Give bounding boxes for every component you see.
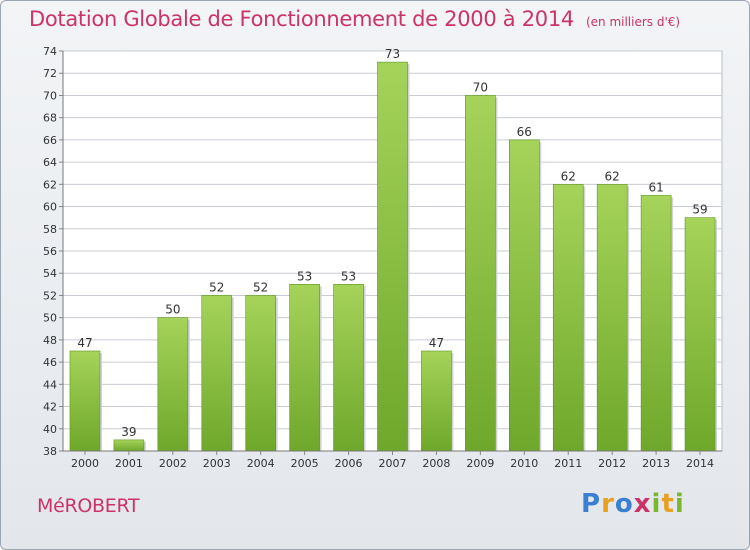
x-tick-label: 2006 (335, 457, 363, 470)
bar-value-label: 53 (341, 269, 356, 283)
bar-value-label: 61 (648, 180, 663, 194)
bar (201, 295, 233, 452)
bar (465, 95, 496, 452)
y-tick-label: 66 (43, 134, 57, 147)
bar (508, 139, 540, 452)
bar-value-label: 47 (429, 336, 444, 350)
x-tick-label: 2008 (422, 457, 450, 470)
x-tick-label: 2014 (686, 457, 714, 470)
x-tick-label: 2001 (115, 457, 143, 470)
bar (552, 184, 584, 452)
x-tick-label: 2011 (554, 457, 582, 470)
logo-letter: i (651, 489, 662, 519)
y-tick-label: 64 (43, 156, 57, 169)
bar-value-label: 70 (473, 80, 488, 94)
logo-letter: r (601, 489, 615, 519)
commune-name: MéROBERT (37, 495, 140, 517)
y-tick-label: 62 (43, 178, 57, 191)
bar-value-label: 39 (121, 425, 136, 439)
logo-letter: o (614, 489, 634, 519)
chart-subtitle: (en milliers d'€) (585, 15, 681, 29)
y-tick-label: 46 (43, 356, 57, 369)
bar-value-label: 50 (165, 303, 180, 317)
bar (289, 284, 320, 452)
chart-title: Dotation Globale de Fonctionnement de 20… (29, 7, 680, 31)
y-tick-label: 68 (43, 112, 57, 125)
bar (157, 317, 189, 452)
y-tick-label: 44 (43, 378, 57, 391)
x-tick-label: 2002 (159, 457, 187, 470)
bar (684, 217, 716, 452)
y-tick-label: 38 (43, 445, 57, 458)
y-tick-label: 48 (43, 334, 57, 347)
bar-value-label: 59 (692, 203, 707, 217)
y-tick-label: 72 (43, 67, 57, 80)
y-tick-label: 70 (43, 89, 57, 102)
bar (377, 61, 408, 452)
y-tick-label: 58 (43, 223, 57, 236)
x-tick-label: 2007 (379, 457, 407, 470)
bar-value-label: 66 (517, 125, 532, 139)
x-tick-label: 2013 (642, 457, 670, 470)
y-tick-label: 54 (43, 267, 57, 280)
logo-letter: P (581, 489, 602, 519)
bar-value-label: 47 (77, 336, 92, 350)
bar-value-label: 73 (385, 47, 400, 61)
bar-value-label: 52 (253, 280, 268, 294)
logo-letter: i (674, 489, 685, 519)
y-tick-label: 60 (43, 201, 57, 214)
bar (640, 195, 672, 452)
logo-letter: x (633, 489, 652, 519)
bar (69, 350, 101, 452)
x-tick-label: 2010 (510, 457, 538, 470)
x-tick-label: 2009 (466, 457, 494, 470)
y-tick-label: 40 (43, 423, 57, 436)
bar (333, 284, 364, 452)
bar-value-label: 62 (605, 169, 620, 183)
proxiti-logo: Proxiti (581, 489, 685, 519)
chart-title-text: Dotation Globale de Fonctionnement de 20… (29, 7, 574, 31)
x-tick-label: 2005 (291, 457, 319, 470)
y-tick-label: 42 (43, 401, 57, 414)
y-tick-label: 50 (43, 312, 57, 325)
x-tick-label: 2004 (247, 457, 275, 470)
bar (596, 184, 628, 452)
bar (421, 350, 452, 452)
x-tick-label: 2003 (203, 457, 231, 470)
y-tick-label: 52 (43, 289, 57, 302)
y-tick-label: 74 (43, 45, 57, 58)
bar-value-label: 53 (297, 269, 312, 283)
bar (245, 295, 276, 452)
logo-letter: t (661, 489, 675, 519)
x-tick-label: 2012 (598, 457, 626, 470)
x-tick-label: 2000 (71, 457, 99, 470)
bar (113, 439, 145, 452)
bar-value-label: 52 (209, 280, 224, 294)
bar-value-label: 62 (561, 169, 576, 183)
y-tick-label: 56 (43, 245, 57, 258)
